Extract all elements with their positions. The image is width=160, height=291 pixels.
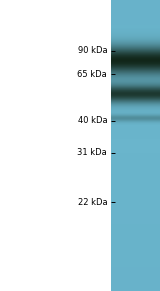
Text: 90 kDa: 90 kDa: [78, 47, 107, 55]
Text: 31 kDa: 31 kDa: [77, 148, 107, 157]
Text: 40 kDa: 40 kDa: [78, 116, 107, 125]
Bar: [111, 0, 160, 291]
Text: 65 kDa: 65 kDa: [77, 70, 107, 79]
Text: 22 kDa: 22 kDa: [78, 198, 107, 207]
